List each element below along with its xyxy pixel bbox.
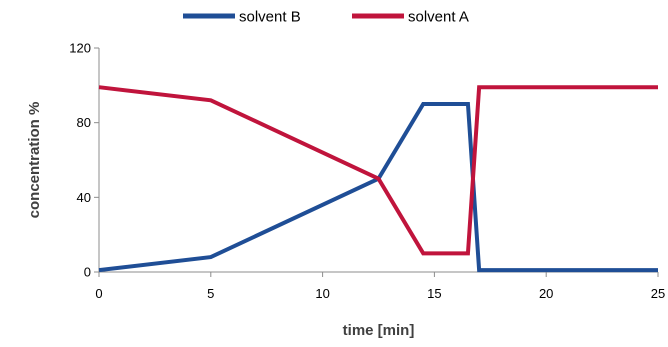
x-tick-label: 10 <box>315 286 329 301</box>
legend: solvent B solvent A <box>183 9 469 26</box>
x-tick-label: 0 <box>95 286 102 301</box>
x-tick-label: 15 <box>427 286 441 301</box>
y-axis-ticks: 0 40 80 120 <box>69 41 99 280</box>
y-tick-label: 80 <box>77 115 91 130</box>
x-tick-label: 25 <box>651 286 665 301</box>
series-group <box>98 85 658 273</box>
x-axis-ticks: 0 5 10 15 20 25 <box>95 272 665 301</box>
series-line-1 <box>98 85 658 256</box>
y-tick-label: 120 <box>69 41 91 56</box>
series-line-0 <box>98 102 658 273</box>
x-tick-label: 5 <box>207 286 214 301</box>
x-tick-label: 20 <box>539 286 553 301</box>
legend-label: solvent A <box>408 9 469 26</box>
y-axis-title: concentration % <box>26 102 43 219</box>
y-tick-label: 40 <box>77 190 91 205</box>
x-axis-title: time [min] <box>343 322 415 339</box>
y-tick-label: 0 <box>84 265 91 280</box>
legend-label: solvent B <box>239 9 301 26</box>
